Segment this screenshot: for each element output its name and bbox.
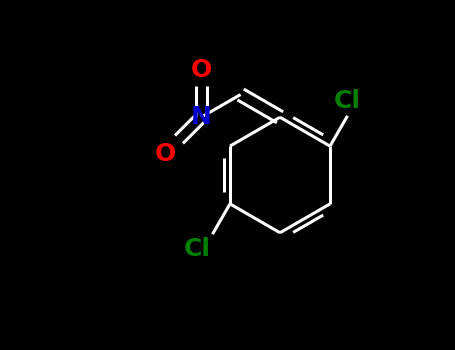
Text: Cl: Cl xyxy=(184,237,211,261)
Text: N: N xyxy=(191,105,212,129)
Text: Cl: Cl xyxy=(334,89,361,113)
Text: O: O xyxy=(155,142,176,166)
Text: O: O xyxy=(191,57,212,82)
